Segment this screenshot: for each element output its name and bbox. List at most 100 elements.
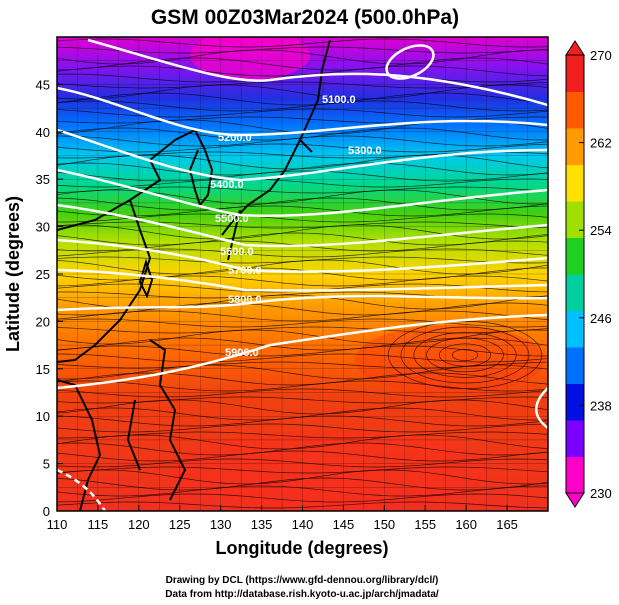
colorbar-segment [566,55,584,92]
y-tick-label: 15 [36,362,50,377]
streamline [57,170,548,182]
contour-5600 [57,238,548,273]
streamline [57,224,548,240]
cold-core-north [190,37,310,80]
colorbar-segment [566,237,584,275]
x-tick-label: 145 [333,517,355,532]
streamline [57,485,548,497]
streamline [57,329,548,345]
x-tick-label: 125 [169,517,191,532]
streamline [57,275,548,287]
contour-5100-closed [385,44,435,80]
contour-5400 [57,168,548,218]
x-tick-label: 135 [251,517,273,532]
contour-label-5900: 5900.0 [225,347,259,359]
contour-5100 [87,38,548,107]
streamline [57,450,548,462]
streamline [57,388,548,398]
streamline [57,423,548,433]
contour-5900-south [57,468,107,511]
colorbar-tick-label: 238 [590,398,612,413]
colorbar-bottom-arrow [565,492,585,508]
colorbar-segment [566,456,584,494]
contour-label-5700: 5700.0 [228,265,262,277]
streamline-swirl [451,349,479,361]
coastline-indochina [57,379,102,511]
y-tick-label: 35 [36,172,50,187]
coastline-philippines [126,339,187,501]
colorbar-tick-label: 230 [590,486,612,501]
y-tick-label: 5 [43,457,50,472]
x-tick-label: 155 [414,517,436,532]
streamline-swirl [426,337,504,373]
streamline [57,57,548,71]
plot-area: 5100.0 5200.0 5300.0 5400.0 5500.0 5600.… [57,37,548,511]
streamline [57,248,548,258]
contour-label-5100: 5100.0 [322,94,356,106]
x-tick-label: 130 [210,517,232,532]
streamline [57,46,548,54]
footer-drawing-credit: Drawing by DCL (https://www.gfd-dennou.o… [166,575,439,586]
y-tick-label: 25 [36,267,50,282]
streamline [57,81,548,89]
contour-5700 [57,268,548,292]
x-tick-label: 165 [496,517,518,532]
streamline [57,458,548,468]
streamline [57,318,548,328]
streamline [57,221,548,229]
streamline-swirl [439,343,491,367]
colorbar-segment [566,91,584,129]
streamline [57,100,548,112]
colorbar-segment [566,310,584,348]
contour-label-5800: 5800.0 [228,294,262,306]
y-tick-label: 40 [36,125,50,140]
colorbar-segment [566,128,584,165]
coastline-china [57,128,206,363]
streamline [57,108,548,118]
colorbar-top-arrow [565,40,585,56]
y-tick-label: 20 [36,314,50,329]
coastline-japan [221,39,331,261]
streamline [57,477,548,491]
x-axis-ticks: 110 115 120 125 130 135 140 145 150 155 160 165 [47,505,518,532]
contour-labels: 5100.0 5200.0 5300.0 5400.0 5500.0 5600.… [210,94,382,359]
contour-5900 [57,313,548,390]
contour-label-5200: 5200.0 [218,132,252,144]
height-contours [57,38,548,511]
contour-5900-east [535,387,548,430]
contour-5200 [57,86,548,137]
x-tick-label: 115 [88,517,109,532]
y-tick-label: 0 [43,504,50,519]
streamline [57,434,548,450]
streamline [57,466,548,474]
x-axis-label: Longitude (degrees) [215,538,388,558]
colorbar-tick-label: 270 [590,48,612,63]
y-axis-label: Latitude (degrees) [3,196,23,352]
grid-lines [57,37,548,511]
contour-5300 [57,128,548,182]
map-title: GSM 00Z03Mar2024 (500.0hPa) [151,6,459,29]
streamline-swirl [400,326,530,384]
streamline [57,178,548,188]
streamline [57,310,548,322]
streamline [57,345,548,357]
x-tick-label: 160 [455,517,477,532]
warm-blob-east [355,325,545,395]
streamline [57,493,548,503]
contour-5800 [57,294,548,312]
streamline [57,162,548,176]
contour-label-5500: 5500.0 [215,213,249,225]
contour-label-5400: 5400.0 [210,179,244,191]
streamline [57,469,548,485]
x-tick-label: 140 [292,517,314,532]
colorbar: 230 238 246 254 262 270 [565,40,612,508]
streamline [57,189,548,205]
x-tick-label: 120 [128,517,150,532]
colorbar-frame [565,54,585,494]
colorbar-segment [566,347,584,384]
contour-label-5300: 5300.0 [348,145,382,157]
warm-blob-south [170,430,490,510]
streamline [57,501,548,509]
streamline [57,372,548,386]
